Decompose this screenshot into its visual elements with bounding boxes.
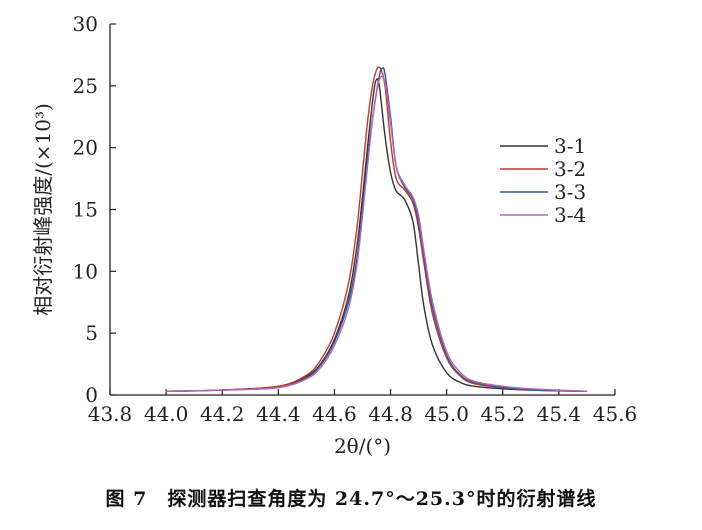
x-tick-label: 45.2 [481,402,526,426]
series-line-3-1 [166,78,587,392]
x-tick-label: 45.0 [424,402,469,426]
legend-label-3-3: 3-3 [554,180,586,204]
legend-label-3-1: 3-1 [554,134,586,158]
x-tick-label: 43.8 [88,402,133,426]
x-axis-title: 2θ/(°) [334,434,391,458]
figure-caption: 图 7 探测器扫查角度为 24.7°～25.3°时的衍射谱线 [105,488,597,510]
y-tick-label: 5 [85,321,98,345]
legend-label-3-2: 3-2 [554,157,586,181]
x-tick-label: 44.4 [256,402,301,426]
y-tick-label: 0 [85,383,98,407]
x-tick-label: 44.0 [144,402,189,426]
x-tick-label: 45.4 [537,402,582,426]
legend-label-3-4: 3-4 [554,203,586,227]
x-tick-label: 44.8 [368,402,413,426]
legend: 3-13-23-33-4 [500,134,586,227]
ticks: 43.8 44.0 44.2 44.4 44.6 44.8 45.0 45.2 45.4 45.6… [73,12,638,426]
y-tick-label: 15 [73,198,98,222]
series-lines [166,66,587,392]
chart-svg: 43.8 44.0 44.2 44.4 44.6 44.8 45.0 45.2 45.4 45.6… [31,12,638,458]
x-tick-label: 44.6 [312,402,357,426]
series-line-3-4 [166,75,587,392]
series-line-3-3 [166,67,587,392]
y-axis-title: 相对衍射峰强度/(×10³) [31,103,55,316]
x-tick-label: 44.2 [200,402,245,426]
y-tick-label: 10 [73,259,98,283]
y-tick-label: 25 [73,74,98,98]
y-tick-label: 20 [73,136,98,160]
y-tick-label: 30 [73,12,98,36]
x-tick-label: 45.6 [593,402,638,426]
series-line-3-2 [166,66,587,392]
